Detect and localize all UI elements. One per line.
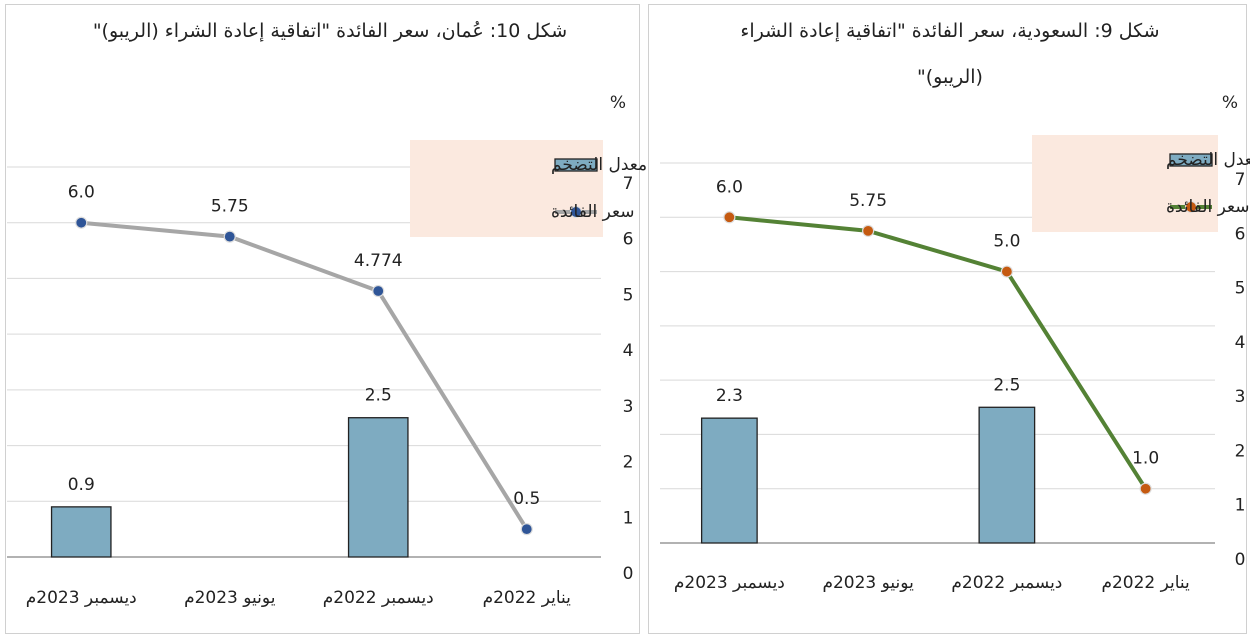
data-label: 0.9 — [68, 475, 95, 495]
data-label: 4.774 — [354, 251, 403, 271]
legend-box — [1032, 135, 1218, 232]
legend-swatch — [1185, 201, 1197, 213]
y-tick-label: 6 — [1235, 224, 1246, 244]
legend-box — [410, 140, 603, 237]
chart-title: شكل 9: السعودية، سعر الفائدة "اتفاقية إع… — [740, 20, 1160, 88]
y-tick-label: 7 — [1235, 170, 1246, 190]
y-tick-label: 6 — [623, 230, 634, 250]
y-tick-label: 5 — [1235, 279, 1246, 299]
chart-title: شكل 10: عُمان، سعر الفائدة "اتفاقية إعاد… — [92, 20, 568, 42]
y-tick-label: 4 — [623, 341, 634, 361]
x-tick-label: ديسمبر 2022م — [323, 588, 434, 608]
x-tick-label: ديسمبر 2022م — [951, 573, 1062, 593]
marker — [75, 216, 88, 229]
marker — [1139, 482, 1152, 495]
y-tick-label: 1 — [1235, 496, 1246, 516]
x-tick-label: ديسمبر 2023م — [26, 588, 137, 608]
y-tick-label: 2 — [623, 453, 634, 473]
legend-swatch — [1169, 153, 1213, 167]
y-tick-label: 0 — [1235, 550, 1246, 570]
legend-label: معدل التضخم — [551, 155, 647, 175]
bar — [50, 506, 112, 558]
marker — [723, 211, 736, 224]
x-tick-label: يونيو 2023م — [822, 573, 914, 593]
y-tick-label: 5 — [623, 285, 634, 305]
y-tick-label: 7 — [623, 174, 634, 194]
bar — [700, 417, 758, 544]
y-unit: % — [610, 93, 626, 113]
y-unit: % — [1222, 93, 1238, 113]
marker — [862, 224, 875, 237]
bar — [347, 417, 409, 558]
legend-label: سعر الفائدة — [1166, 197, 1249, 217]
x-tick-label: يناير 2022م — [483, 588, 572, 608]
bar — [978, 406, 1036, 544]
data-label: 5.75 — [211, 197, 249, 217]
data-label: 6.0 — [716, 177, 743, 197]
y-tick-label: 3 — [623, 397, 634, 417]
y-tick-label: 3 — [1235, 387, 1246, 407]
line — [729, 215, 1148, 490]
marker — [520, 523, 533, 536]
legend-swatch — [554, 158, 598, 172]
data-label: 0.5 — [513, 489, 540, 509]
legend-label: معدل التضخم — [1166, 150, 1250, 170]
y-tick-label: 1 — [623, 508, 634, 528]
data-label: 2.5 — [365, 386, 392, 406]
data-label: 5.0 — [993, 232, 1020, 252]
x-tick-label: يونيو 2023م — [184, 588, 276, 608]
x-tick-label: ديسمبر 2023م — [674, 573, 785, 593]
data-label: 1.0 — [1132, 449, 1159, 469]
marker — [223, 230, 236, 243]
marker — [1000, 265, 1013, 278]
data-label: 2.3 — [716, 386, 743, 406]
data-label: 6.0 — [68, 183, 95, 203]
y-tick-label: 0 — [623, 564, 634, 584]
y-tick-label: 2 — [1235, 441, 1246, 461]
marker — [372, 284, 385, 298]
line — [81, 220, 529, 531]
legend-label: سعر الفائدة — [551, 202, 634, 222]
legend-swatch — [570, 206, 582, 218]
data-label: 5.75 — [849, 191, 887, 211]
data-label: 2.5 — [993, 375, 1020, 395]
x-tick-label: يناير 2022م — [1101, 573, 1190, 593]
y-tick-label: 4 — [1235, 333, 1246, 353]
